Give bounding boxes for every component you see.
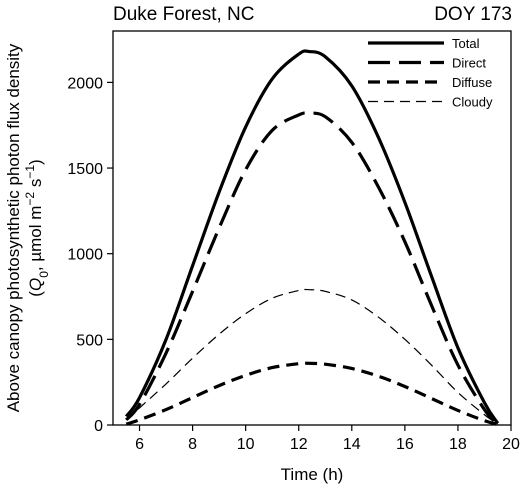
y-axis: 0 500 1000 1500 2000 xyxy=(67,75,113,435)
x-tick-label: 12 xyxy=(290,436,308,453)
series-line-total xyxy=(124,49,500,425)
y-tick-label: 0 xyxy=(94,418,103,435)
legend-label-diffuse: Diffuse xyxy=(452,75,492,90)
x-tick-label: 10 xyxy=(237,436,255,453)
legend-label-cloudy: Cloudy xyxy=(452,95,493,110)
x-tick-label: 8 xyxy=(188,436,197,453)
y-axis-title-line1: Above canopy photosynthetic photon flux … xyxy=(4,43,23,412)
legend-label-direct: Direct xyxy=(452,56,486,71)
series-line-diffuse xyxy=(125,361,499,427)
legend-label-total: Total xyxy=(452,36,480,51)
x-tick-label: 6 xyxy=(135,436,144,453)
series-group xyxy=(124,49,500,427)
x-tick-label: 20 xyxy=(502,436,520,453)
x-tick-label: 16 xyxy=(396,436,414,453)
y-tick-label: 500 xyxy=(76,332,103,349)
y-axis-title: Above canopy photosynthetic photon flux … xyxy=(4,43,51,412)
chart-title-left: Duke Forest, NC xyxy=(113,4,254,25)
series-line-cloudy xyxy=(125,288,499,425)
x-tick-label: 18 xyxy=(449,436,467,453)
legend: Total Direct Diffuse Cloudy xyxy=(368,36,493,110)
chart-title-right: DOY 173 xyxy=(434,4,512,25)
x-axis-title: Time (h) xyxy=(281,465,344,484)
y-tick-label: 2000 xyxy=(67,75,103,92)
x-axis: 6 8 10 12 14 16 18 20 xyxy=(135,425,520,453)
y-tick-label: 1500 xyxy=(67,161,103,178)
y-axis-title-line2: (Q0, µmol m−2 s−1) xyxy=(23,159,51,296)
plot-frame xyxy=(112,30,512,426)
x-tick-label: 14 xyxy=(343,436,361,453)
series-line-direct xyxy=(125,111,499,426)
y-tick-label: 1000 xyxy=(67,247,103,264)
